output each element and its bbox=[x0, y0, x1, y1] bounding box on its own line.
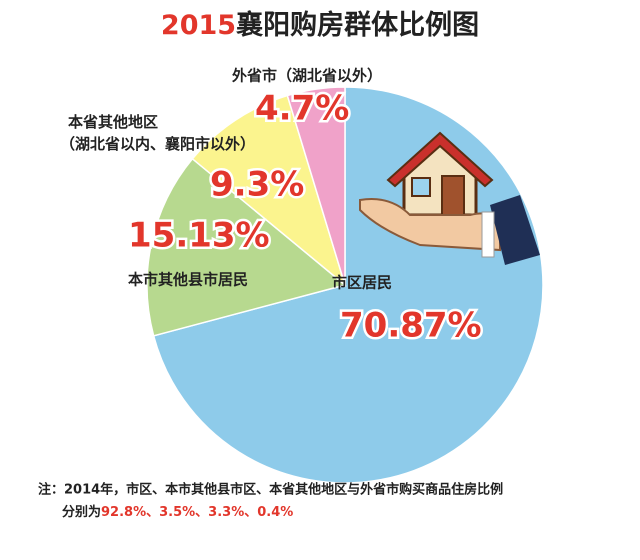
value-label: 4.7% bbox=[255, 89, 349, 129]
category-label: 外省市（湖北省以外） bbox=[231, 67, 382, 85]
title-year: 2015 bbox=[161, 10, 236, 41]
value-label: 70.87% bbox=[340, 306, 482, 346]
category-label: 本省其他地区（湖北省以内、襄阳市以外） bbox=[60, 113, 255, 153]
note-line1: 注：2014年，市区、本市其他县市区、本省其他地区与外省市购买商品住房比例 bbox=[38, 482, 503, 498]
pie-slice bbox=[191, 94, 347, 288]
chart-title: 2015襄阳购房群体比例图 bbox=[161, 9, 479, 41]
note-prefix: 分别为 bbox=[62, 504, 101, 520]
category-label: 本市其他县市居民 bbox=[128, 271, 248, 289]
pie-slice bbox=[146, 157, 347, 337]
title-text: 襄阳购房群体比例图 bbox=[235, 9, 479, 41]
value-label: 9.3% bbox=[210, 165, 304, 205]
house-icon bbox=[359, 131, 540, 265]
note-figures: 92.8%、3.5%、3.3%、0.4% bbox=[101, 505, 293, 520]
note-line2: 分别为92.8%、3.5%、3.3%、0.4% bbox=[62, 504, 293, 520]
value-label: 15.13% bbox=[128, 216, 270, 256]
pie-slice bbox=[286, 86, 346, 286]
category-label: 市区居民 bbox=[332, 274, 392, 292]
